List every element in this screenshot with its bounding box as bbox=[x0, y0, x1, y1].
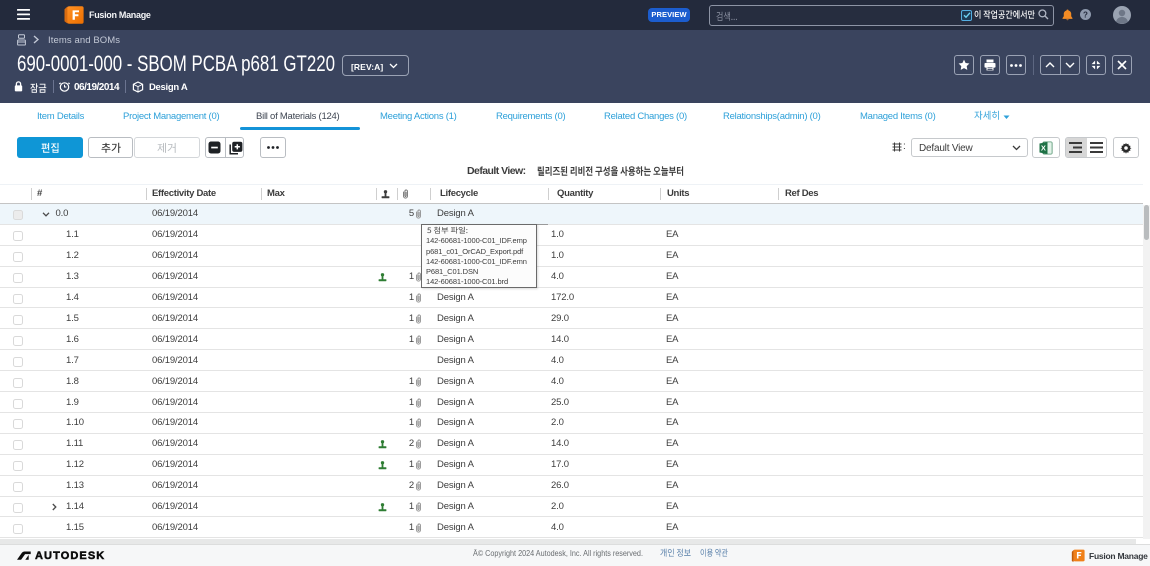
svg-text:X: X bbox=[1041, 143, 1046, 152]
svg-text:?: ? bbox=[1083, 10, 1088, 19]
